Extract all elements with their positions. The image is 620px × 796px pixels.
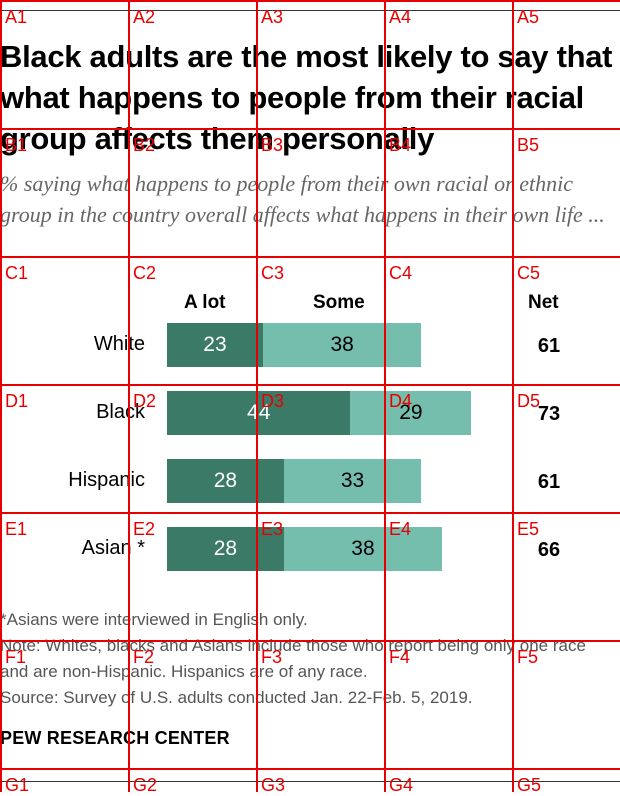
grid-cell-label: F5 [517, 647, 539, 667]
grid-cell-label: F4 [389, 647, 411, 667]
grid-cell-label: E3 [261, 519, 284, 539]
net-value: 73 [537, 403, 561, 425]
net-value: 61 [537, 471, 561, 493]
asian-footnote: *Asians were interviewed in English only… [0, 610, 308, 629]
grid-cell-label: F2 [133, 647, 155, 667]
data-label: 38 [351, 537, 375, 560]
grid-cell-label: D2 [133, 391, 157, 411]
grid-cell-label: C3 [261, 263, 285, 283]
data-label: 28 [213, 469, 238, 492]
grid-cell-label: D3 [261, 391, 285, 411]
grid-line-horizontal [0, 768, 620, 770]
grid-cell-label: F3 [261, 647, 283, 667]
grid-line-horizontal [0, 256, 620, 258]
category-label: Black [96, 401, 145, 423]
grid-cell-label: C4 [389, 263, 413, 283]
grid-cell-label: E5 [517, 519, 540, 539]
grid-line-vertical [128, 0, 130, 792]
chart-title: Black adults are the most likely to say … [0, 39, 613, 156]
grid-cell-label: E4 [389, 519, 412, 539]
grid-cell-label: A5 [517, 7, 540, 27]
pew-logo-text: PEW RESEARCH CENTER [0, 728, 230, 748]
grid-line-vertical [384, 0, 386, 792]
bar-segment [350, 391, 472, 435]
grid-cell-label: A3 [261, 7, 284, 27]
top-rule [0, 10, 620, 11]
bar-segment [167, 391, 351, 435]
grid-cell-label: A2 [133, 7, 156, 27]
bar-segment [167, 459, 284, 503]
bar-segment [262, 323, 422, 367]
grid-line-vertical [0, 0, 2, 792]
chart-subtitle: % saying what happens to people from the… [0, 171, 605, 227]
grid-cell-label: A4 [389, 7, 412, 27]
grid-line-horizontal [0, 0, 620, 2]
grid-line-horizontal [0, 128, 620, 130]
category-label: Hispanic [68, 469, 145, 491]
source-footnote: Source: Survey of U.S. adults conducted … [0, 688, 473, 707]
grid-cell-label: G3 [261, 775, 286, 795]
grid-cell-label: E2 [133, 519, 156, 539]
grid-line-vertical [512, 0, 514, 792]
grid-cell-label: B2 [133, 135, 156, 155]
grid-cell-label: B4 [389, 135, 412, 155]
grid-cell-label: D5 [517, 391, 541, 411]
net-header: Net [528, 292, 559, 313]
net-value: 66 [537, 539, 561, 561]
legend-a-lot: A lot [184, 292, 226, 313]
grid-cell-label: C2 [133, 263, 157, 283]
grid-cell-label: D4 [389, 391, 413, 411]
grid-cell-label: F1 [5, 647, 27, 667]
grid-cell-label: E1 [5, 519, 28, 539]
bar-segment [167, 323, 263, 367]
data-label: 33 [340, 469, 365, 492]
grid-line-horizontal [0, 640, 620, 642]
bar-segment [283, 459, 422, 503]
grid-line-vertical [256, 0, 258, 792]
data-label: 44 [247, 401, 271, 424]
bar-segment [283, 527, 443, 571]
grid-cell-label: G1 [5, 775, 30, 795]
data-label: 29 [399, 401, 423, 424]
grid-cell-label: C1 [5, 263, 29, 283]
data-label: 38 [330, 333, 354, 356]
data-label: 23 [203, 333, 227, 356]
grid-cell-label: B3 [261, 135, 284, 155]
grid-cell-label: G4 [389, 775, 414, 795]
bar-segment [167, 527, 284, 571]
category-label: Asian * [81, 537, 145, 559]
grid-line-horizontal [0, 384, 620, 386]
legend-some: Some [313, 292, 365, 313]
grid-cell-label: C5 [517, 263, 541, 283]
category-label: White [93, 333, 145, 355]
bottom-rule [0, 781, 620, 782]
grid-cell-label: G5 [517, 775, 542, 795]
grid-cell-label: B1 [5, 135, 28, 155]
grid-cell-label: B5 [517, 135, 540, 155]
grid-cell-label: A1 [5, 7, 28, 27]
net-value: 61 [537, 335, 561, 357]
data-label: 28 [213, 537, 238, 560]
grid-cell-label: G2 [133, 775, 158, 795]
grid-line-horizontal [0, 512, 620, 514]
grid-cell-label: D1 [5, 391, 29, 411]
